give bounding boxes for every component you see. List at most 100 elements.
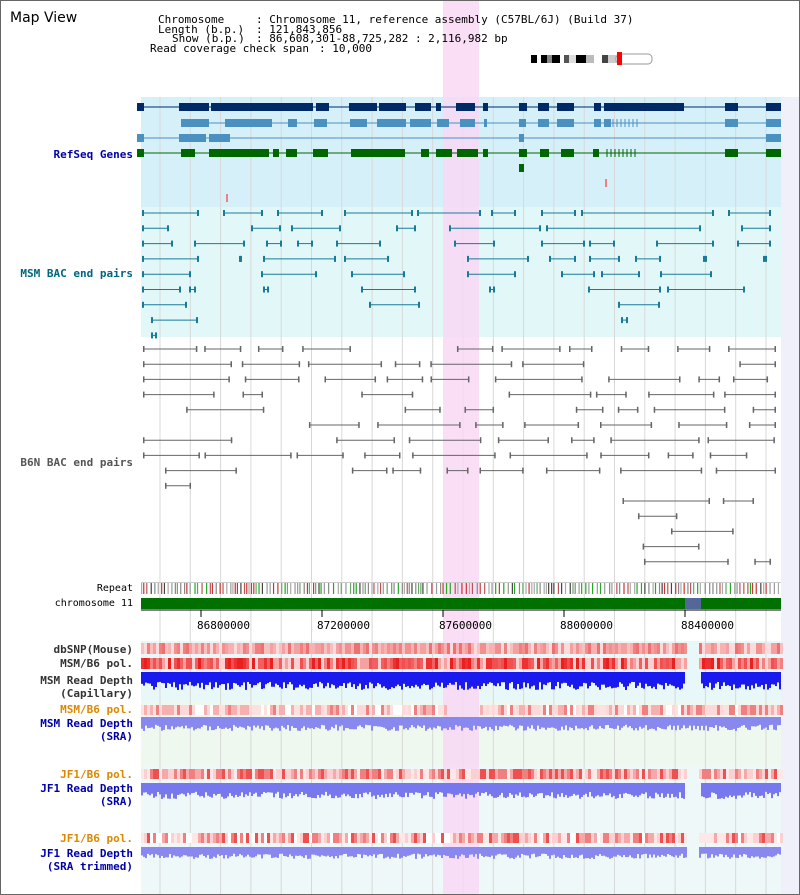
bac-end: [369, 301, 371, 308]
heat-cell: [549, 658, 552, 669]
depth-bar: [283, 847, 285, 856]
depth-bar: [601, 717, 603, 729]
bac-end: [230, 361, 232, 368]
heat-cell: [174, 833, 177, 843]
heat-cell: [672, 643, 675, 654]
track-label-refseq[interactable]: RefSeq Genes: [53, 148, 133, 161]
depth-bar: [733, 672, 735, 685]
depth-bar: [565, 847, 567, 858]
depth-bar: [761, 783, 763, 796]
depth-bar: [747, 717, 749, 730]
heat-cell: [639, 833, 642, 843]
bac-end: [467, 271, 469, 278]
heat-cell: [360, 643, 363, 654]
gene-exon: [538, 103, 549, 111]
depth-bar: [243, 847, 245, 858]
depth-bar: [233, 717, 235, 726]
heat-cell: [261, 658, 264, 669]
depth-bar: [393, 847, 395, 858]
depth-bar: [369, 783, 371, 793]
depth-bar: [771, 717, 773, 725]
repeat-mark: [551, 583, 553, 594]
depth-bar: [499, 717, 501, 727]
repeat-mark: [539, 583, 541, 594]
depth-bar: [747, 847, 749, 858]
heat-cell: [357, 705, 360, 715]
chromosome-gap: [685, 598, 701, 609]
depth-bar: [563, 847, 565, 856]
track-label-b6n-bac[interactable]: B6N BAC end pairs: [20, 456, 133, 469]
depth-bar: [649, 717, 651, 729]
bac-end: [417, 210, 419, 216]
depth-bar: [455, 783, 457, 795]
track-label-jf1-b6-pol-1[interactable]: JF1/B6 pol.: [60, 768, 133, 781]
bac-end: [307, 361, 310, 368]
heat-cell: [336, 658, 339, 669]
depth-bar: [175, 847, 177, 857]
heat-cell: [639, 769, 642, 779]
depth-bar: [515, 783, 517, 795]
heat-cell: [186, 769, 189, 779]
gene-exon: [351, 149, 405, 157]
depth-bar: [391, 672, 393, 688]
track-label-jf1-b6-pol-2[interactable]: JF1/B6 pol.: [60, 832, 133, 845]
heat-cell: [633, 833, 636, 843]
depth-bar: [353, 783, 355, 799]
track-label-msm-depth-sra-1[interactable]: MSM Read Depth: [40, 717, 133, 730]
depth-bar: [633, 717, 635, 731]
track-label-msm-bac[interactable]: MSM BAC end pairs: [20, 267, 133, 280]
heat-cell: [309, 643, 312, 654]
heat-cell: [627, 705, 630, 715]
depth-bar: [295, 847, 297, 856]
track-label-jf1-depth-sra-1[interactable]: JF1 Read Depth: [40, 782, 133, 795]
heat-cell: [582, 705, 585, 715]
repeat-mark: [377, 583, 379, 594]
track-label-jf1-depth-trim-1[interactable]: JF1 Read Depth: [40, 847, 133, 860]
bac-end: [263, 286, 265, 293]
heat-cell: [402, 833, 405, 843]
heat-cell: [237, 658, 240, 669]
track-label-msm-b6-pol-1[interactable]: MSM/B6 pol.: [60, 657, 133, 670]
heat-cell: [534, 833, 537, 843]
heat-cell: [675, 833, 678, 843]
heat-cell: [243, 658, 246, 669]
depth-bar: [541, 672, 543, 690]
track-label-msm-depth-cap-1[interactable]: MSM Read Depth: [40, 674, 133, 687]
depth-bar: [229, 672, 231, 690]
heat-cell: [579, 643, 582, 654]
depth-bar: [445, 672, 447, 688]
bac-end: [351, 467, 354, 474]
heat-cell: [768, 769, 771, 779]
heat-cell: [483, 833, 486, 843]
bac-end: [700, 467, 703, 474]
heat-cell: [294, 643, 297, 654]
heat-cell: [489, 833, 492, 843]
heat-cell: [774, 643, 777, 654]
depth-bar: [609, 717, 611, 728]
heat-cell: [576, 769, 579, 779]
heat-cell: [501, 705, 504, 715]
depth-bar: [231, 717, 233, 731]
heat-cell: [780, 833, 783, 843]
heat-cell: [321, 658, 324, 669]
bac-end: [586, 452, 588, 459]
depth-bar: [151, 717, 153, 728]
depth-bar: [691, 717, 693, 731]
depth-bar: [673, 783, 675, 798]
track-label-dbsnp[interactable]: dbSNP(Mouse): [53, 643, 133, 656]
ideogram-band: [608, 55, 616, 63]
depth-bar: [171, 672, 173, 687]
repeat-mark: [355, 583, 357, 594]
depth-bar: [155, 847, 157, 855]
heat-cell: [330, 658, 333, 669]
heat-cell: [225, 643, 228, 654]
track-label-msm-b6-pol-2[interactable]: MSM/B6 pol.: [60, 703, 133, 716]
depth-bar: [465, 717, 467, 728]
heat-cell: [621, 769, 624, 779]
depth-bar: [541, 847, 543, 854]
heat-cell: [765, 769, 768, 779]
depth-bar: [249, 847, 251, 857]
heat-cell: [771, 833, 774, 843]
heat-cell: [216, 643, 219, 654]
